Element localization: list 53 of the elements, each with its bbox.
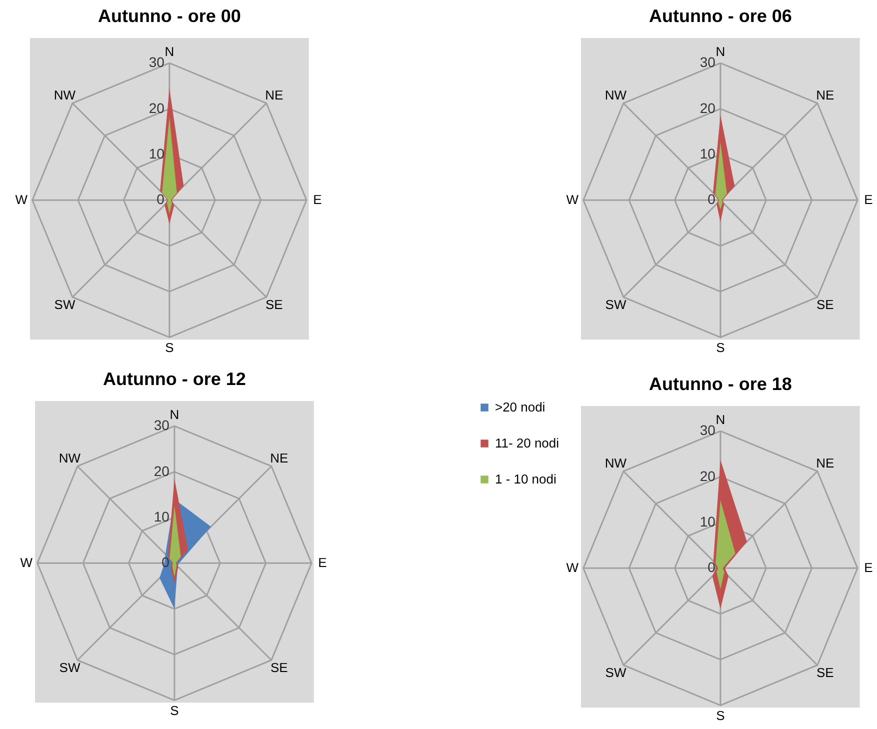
spoke-label: S <box>165 340 174 356</box>
spoke-label: S <box>716 340 726 356</box>
y-tick-label: 30 <box>154 417 170 434</box>
y-tick-label: 20 <box>154 462 170 479</box>
spoke-label: W <box>566 192 580 208</box>
spoke-label: NW <box>58 450 82 466</box>
y-tick-label: 20 <box>700 468 716 484</box>
spoke-label: W <box>15 192 28 208</box>
spoke-label: SW <box>59 660 81 675</box>
spoke-label: SW <box>605 664 627 680</box>
spoke-label: N <box>716 412 726 428</box>
spoke-label: N <box>164 44 174 60</box>
spoke-label: E <box>318 555 328 570</box>
y-tick-label: 0 <box>708 191 716 208</box>
spoke-label: SW <box>54 296 76 312</box>
y-tick-label: 10 <box>700 145 716 162</box>
legend-label: >20 nodi <box>494 400 546 414</box>
spoke-label: SW <box>605 296 627 312</box>
spoke-label: SE <box>265 296 284 312</box>
y-tick-label: 0 <box>708 559 716 576</box>
legend-label: 1 - 10 nodi <box>494 471 556 486</box>
y-tick-label: 20 <box>148 100 165 116</box>
spoke-label: E <box>313 192 322 208</box>
y-tick-label: 30 <box>700 54 716 70</box>
spoke-label: NE <box>816 87 834 102</box>
spoke-label: S <box>716 708 726 724</box>
spoke-label: NE <box>270 450 288 466</box>
chart-title: Autunno - ore 06 <box>648 6 792 26</box>
spoke-label: SE <box>816 664 834 680</box>
spoke-label: SE <box>816 296 834 312</box>
spoke-label: N <box>170 407 180 422</box>
spoke-label: SE <box>270 660 288 675</box>
spoke-label: W <box>20 555 34 570</box>
spoke-label: NW <box>604 455 628 470</box>
spoke-label: NE <box>265 87 284 102</box>
y-tick-label: 30 <box>148 54 165 70</box>
y-tick-label: 10 <box>154 508 170 524</box>
legend-label: 11- 20 nodi <box>494 436 560 450</box>
chart-title: Autunno - ore 18 <box>648 374 792 394</box>
y-tick-label: 30 <box>700 422 716 438</box>
y-tick-label: 0 <box>156 191 165 208</box>
spoke-label: E <box>864 560 874 576</box>
spoke-label: NW <box>604 87 628 102</box>
spoke-label: W <box>566 560 580 576</box>
chart-title: Autunno - ore 00 <box>98 6 241 26</box>
chart-title: Autunno - ore 12 <box>102 369 246 389</box>
spoke-label: N <box>716 44 726 60</box>
spoke-label: E <box>864 192 874 208</box>
y-tick-label: 10 <box>700 513 716 530</box>
spoke-label: NE <box>816 455 834 470</box>
y-tick-label: 20 <box>700 100 716 116</box>
spoke-label: NW <box>54 87 76 102</box>
spoke-label: S <box>170 703 180 718</box>
